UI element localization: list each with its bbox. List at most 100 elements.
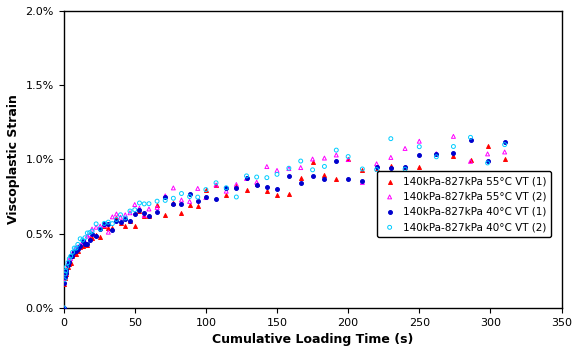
- 140kPa-827kPa 40°C VT (1): [60, 275, 69, 280]
- 140kPa-827kPa 55°C VT (1): [61, 271, 71, 277]
- 140kPa-827kPa 40°C VT (1): [63, 262, 72, 268]
- 140kPa-827kPa 55°C VT (2): [76, 242, 85, 248]
- 140kPa-827kPa 55°C VT (2): [401, 146, 410, 151]
- 140kPa-827kPa 40°C VT (1): [185, 192, 194, 197]
- 140kPa-827kPa 40°C VT (2): [59, 305, 68, 311]
- 140kPa-827kPa 55°C VT (2): [140, 213, 149, 218]
- 140kPa-827kPa 40°C VT (1): [91, 233, 101, 238]
- 140kPa-827kPa 55°C VT (1): [222, 192, 231, 198]
- 140kPa-827kPa 55°C VT (1): [69, 251, 79, 257]
- 140kPa-827kPa 40°C VT (2): [61, 268, 71, 274]
- 140kPa-827kPa 40°C VT (1): [401, 164, 410, 170]
- 140kPa-827kPa 55°C VT (2): [144, 206, 153, 212]
- 140kPa-827kPa 55°C VT (2): [201, 195, 211, 201]
- 140kPa-827kPa 40°C VT (2): [80, 235, 90, 240]
- 140kPa-827kPa 55°C VT (1): [73, 248, 82, 254]
- 140kPa-827kPa 40°C VT (2): [91, 221, 101, 227]
- 140kPa-827kPa 55°C VT (2): [272, 168, 281, 173]
- 140kPa-827kPa 40°C VT (2): [135, 200, 144, 206]
- 140kPa-827kPa 40°C VT (2): [262, 175, 272, 180]
- 140kPa-827kPa 55°C VT (2): [126, 210, 135, 216]
- 140kPa-827kPa 40°C VT (1): [108, 228, 117, 233]
- 140kPa-827kPa 55°C VT (2): [59, 305, 68, 311]
- 140kPa-827kPa 55°C VT (1): [252, 181, 261, 187]
- 140kPa-827kPa 55°C VT (1): [415, 164, 424, 170]
- 140kPa-827kPa 55°C VT (1): [96, 234, 105, 240]
- 140kPa-827kPa 40°C VT (2): [68, 250, 77, 255]
- 140kPa-827kPa 40°C VT (2): [308, 167, 317, 173]
- 140kPa-827kPa 55°C VT (2): [386, 155, 395, 160]
- 140kPa-827kPa 55°C VT (2): [78, 240, 87, 245]
- 140kPa-827kPa 40°C VT (1): [320, 176, 329, 181]
- 140kPa-827kPa 55°C VT (2): [332, 152, 341, 158]
- 140kPa-827kPa 55°C VT (2): [100, 222, 109, 228]
- 140kPa-827kPa 55°C VT (2): [358, 180, 367, 185]
- 140kPa-827kPa 40°C VT (1): [69, 250, 79, 255]
- 140kPa-827kPa 40°C VT (1): [104, 221, 113, 227]
- 140kPa-827kPa 40°C VT (1): [252, 183, 261, 188]
- 140kPa-827kPa 55°C VT (2): [130, 202, 140, 207]
- 140kPa-827kPa 40°C VT (2): [343, 154, 353, 159]
- 140kPa-827kPa 55°C VT (2): [500, 149, 510, 155]
- 140kPa-827kPa 40°C VT (2): [232, 194, 241, 200]
- 140kPa-827kPa 40°C VT (2): [222, 185, 231, 191]
- 140kPa-827kPa 55°C VT (1): [242, 187, 251, 193]
- 140kPa-827kPa 40°C VT (2): [60, 271, 69, 277]
- 140kPa-827kPa 55°C VT (1): [152, 202, 162, 208]
- 140kPa-827kPa 40°C VT (2): [500, 142, 510, 148]
- 140kPa-827kPa 40°C VT (2): [116, 212, 125, 217]
- 140kPa-827kPa 55°C VT (2): [432, 151, 441, 156]
- 140kPa-827kPa 40°C VT (1): [60, 280, 69, 286]
- 140kPa-827kPa 55°C VT (2): [152, 205, 162, 210]
- 140kPa-827kPa 55°C VT (1): [126, 218, 135, 223]
- 140kPa-827kPa 40°C VT (1): [193, 198, 203, 203]
- 140kPa-827kPa 40°C VT (1): [62, 267, 71, 273]
- 140kPa-827kPa 55°C VT (1): [130, 223, 140, 229]
- 140kPa-827kPa 55°C VT (2): [65, 257, 74, 262]
- 140kPa-827kPa 40°C VT (2): [320, 163, 329, 169]
- 140kPa-827kPa 40°C VT (1): [177, 201, 186, 207]
- 140kPa-827kPa 55°C VT (1): [62, 269, 71, 275]
- 140kPa-827kPa 55°C VT (2): [120, 212, 130, 218]
- 140kPa-827kPa 55°C VT (1): [185, 202, 194, 208]
- 140kPa-827kPa 55°C VT (1): [78, 243, 87, 249]
- 140kPa-827kPa 55°C VT (2): [91, 225, 101, 230]
- 140kPa-827kPa 55°C VT (1): [168, 200, 178, 206]
- 140kPa-827kPa 55°C VT (2): [61, 271, 71, 276]
- 140kPa-827kPa 40°C VT (1): [130, 211, 140, 217]
- 140kPa-827kPa 55°C VT (1): [76, 244, 85, 250]
- 140kPa-827kPa 55°C VT (1): [85, 236, 94, 241]
- 140kPa-827kPa 55°C VT (1): [343, 156, 353, 162]
- 140kPa-827kPa 55°C VT (1): [332, 176, 341, 182]
- 140kPa-827kPa 40°C VT (2): [296, 158, 305, 164]
- 140kPa-827kPa 40°C VT (1): [140, 210, 149, 216]
- 140kPa-827kPa 55°C VT (1): [193, 203, 203, 209]
- 140kPa-827kPa 40°C VT (2): [185, 194, 194, 199]
- 140kPa-827kPa 40°C VT (1): [87, 231, 97, 237]
- 140kPa-827kPa 55°C VT (2): [308, 156, 317, 162]
- 140kPa-827kPa 40°C VT (1): [466, 137, 475, 142]
- 140kPa-827kPa 55°C VT (1): [68, 253, 77, 259]
- 140kPa-827kPa 40°C VT (2): [152, 198, 162, 204]
- 140kPa-827kPa 55°C VT (2): [83, 233, 92, 239]
- 140kPa-827kPa 55°C VT (1): [160, 212, 170, 218]
- 140kPa-827kPa 40°C VT (2): [211, 180, 221, 186]
- 140kPa-827kPa 55°C VT (1): [65, 261, 74, 267]
- 140kPa-827kPa 40°C VT (2): [252, 174, 261, 180]
- 140kPa-827kPa 55°C VT (2): [160, 193, 170, 199]
- 140kPa-827kPa 55°C VT (1): [87, 235, 97, 241]
- X-axis label: Cumulative Loading Time (s): Cumulative Loading Time (s): [212, 333, 413, 346]
- 140kPa-827kPa 55°C VT (2): [68, 251, 77, 256]
- 140kPa-827kPa 40°C VT (2): [242, 173, 251, 179]
- 140kPa-827kPa 40°C VT (2): [60, 277, 69, 283]
- 140kPa-827kPa 55°C VT (2): [372, 161, 381, 167]
- 140kPa-827kPa 40°C VT (1): [415, 152, 424, 158]
- 140kPa-827kPa 40°C VT (1): [449, 150, 458, 156]
- 140kPa-827kPa 55°C VT (2): [112, 211, 121, 217]
- 140kPa-827kPa 40°C VT (1): [386, 165, 395, 171]
- 140kPa-827kPa 55°C VT (2): [60, 273, 69, 279]
- 140kPa-827kPa 40°C VT (2): [466, 134, 475, 140]
- 140kPa-827kPa 40°C VT (1): [160, 194, 170, 200]
- 140kPa-827kPa 55°C VT (1): [211, 183, 221, 188]
- 140kPa-827kPa 55°C VT (2): [211, 182, 221, 188]
